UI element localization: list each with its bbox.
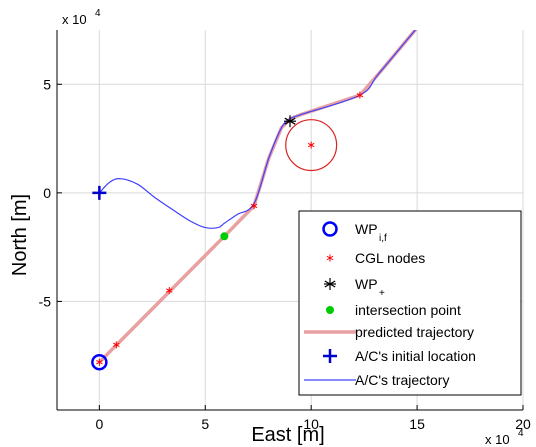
asterisk-stroke (326, 255, 334, 261)
asterisk-stroke (356, 92, 364, 98)
y-exponent-power: 4 (95, 8, 101, 19)
legend-wp-if-marker (322, 221, 338, 237)
legend-label-superscript: + (379, 288, 385, 299)
legend-label: WP (355, 221, 378, 237)
cgl-node-marker (96, 358, 103, 366)
legend-box (298, 210, 522, 396)
cgl-node-marker (307, 141, 315, 149)
legend-intersection-marker (326, 306, 334, 314)
intersection-point-marker (220, 232, 229, 241)
legend-label: A/C's trajectory (355, 372, 449, 388)
legend-item-intersection: intersection point (326, 302, 461, 318)
legend-label: WP (355, 276, 378, 292)
legend-item-wpplus: WP+ (324, 276, 385, 299)
plot-content (91, 30, 418, 371)
wp-if-marker (91, 353, 108, 371)
legend-label: intersection point (355, 302, 461, 318)
x-exponent: x 10 4 (485, 428, 524, 447)
cgl-node-marker (165, 287, 173, 295)
legend-item-initial: A/C's initial location (323, 348, 476, 364)
asterisk-stroke (250, 203, 258, 209)
cgl-node-marker (113, 341, 120, 349)
axes: 0 5 10 15 20 -5 0 5 (39, 30, 531, 432)
plot-area (91, 30, 418, 371)
x-tick-label: 15 (409, 416, 425, 432)
x-exponent-base: x 10 (485, 432, 510, 447)
legend-label: CGL nodes (355, 250, 425, 266)
ac-trajectory-line (98, 30, 417, 229)
initial-location-marker (92, 185, 107, 200)
y-tick-label: -5 (39, 293, 52, 309)
y-tick-label: 5 (43, 76, 51, 92)
y-exponent: x 10 4 (62, 8, 101, 27)
x-tick-label: 5 (201, 416, 209, 432)
legend-item-predicted: predicted trajectory (304, 324, 474, 340)
wp-plus-marker (284, 115, 296, 128)
asterisk-stroke (165, 288, 173, 293)
asterisk-stroke (96, 360, 103, 365)
turn-circle (285, 119, 338, 172)
asterisk-stroke (113, 342, 120, 348)
x-tick-label: 20 (515, 416, 531, 432)
legend-item-trajectory: A/C's trajectory (304, 372, 449, 388)
x-axis-label: East [m] (251, 424, 324, 446)
y-axis-label: North [m] (9, 194, 31, 276)
x-tick-label: 0 (95, 416, 103, 432)
y-tick-label: 0 (43, 185, 51, 201)
legend-cgl-marker (326, 254, 334, 262)
x-exponent-power: 4 (518, 428, 524, 439)
legend-item-cgl: CGL nodes (326, 250, 425, 266)
cgl-node-marker (250, 202, 258, 210)
asterisk-stroke (307, 142, 315, 148)
legend-wp-plus-marker (324, 278, 336, 290)
x-tick-label: 10 (303, 416, 319, 432)
legend-item-wp: WPi,f (322, 221, 387, 244)
legend-label-subscript: i,f (379, 233, 387, 244)
legend-label: predicted trajectory (355, 324, 474, 340)
y-exponent-base: x 10 (62, 12, 87, 27)
cgl-node-marker (356, 91, 364, 99)
legend-label: A/C's initial location (355, 348, 476, 364)
